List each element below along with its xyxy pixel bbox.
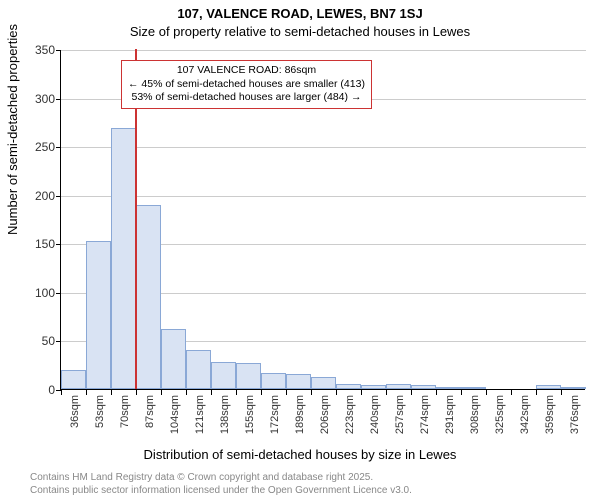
x-tick bbox=[461, 390, 462, 395]
histogram-bar bbox=[86, 241, 111, 389]
histogram-bar bbox=[111, 128, 136, 389]
chart-container: 05010015020025030035036sqm53sqm70sqm87sq… bbox=[60, 50, 585, 420]
histogram-bar bbox=[411, 385, 436, 389]
histogram-bar bbox=[536, 385, 561, 389]
y-tick-label: 300 bbox=[35, 92, 55, 106]
x-tick-label: 53sqm bbox=[94, 395, 106, 443]
x-tick-label: 274sqm bbox=[419, 395, 431, 443]
histogram-bar bbox=[236, 363, 261, 389]
y-tick-label: 150 bbox=[35, 237, 55, 251]
histogram-bar bbox=[161, 329, 186, 389]
x-tick bbox=[486, 390, 487, 395]
x-tick bbox=[436, 390, 437, 395]
copyright-line-1: Contains HM Land Registry data © Crown c… bbox=[30, 471, 412, 484]
x-tick bbox=[211, 390, 212, 395]
gridline bbox=[61, 147, 586, 148]
x-tick bbox=[186, 390, 187, 395]
x-tick-label: 308sqm bbox=[469, 395, 481, 443]
x-tick bbox=[111, 390, 112, 395]
x-tick-label: 223sqm bbox=[344, 395, 356, 443]
y-tick bbox=[56, 50, 61, 51]
annotation-line: 107 VALENCE ROAD: 86sqm bbox=[128, 64, 365, 78]
x-tick bbox=[61, 390, 62, 395]
chart-title-sub: Size of property relative to semi-detach… bbox=[0, 24, 600, 39]
x-tick-label: 359sqm bbox=[544, 395, 556, 443]
copyright-notice: Contains HM Land Registry data © Crown c… bbox=[30, 471, 412, 497]
y-tick bbox=[56, 293, 61, 294]
histogram-bar bbox=[561, 387, 586, 389]
histogram-bar bbox=[261, 373, 286, 389]
x-tick-label: 138sqm bbox=[219, 395, 231, 443]
annotation-line: 53% of semi-detached houses are larger (… bbox=[128, 91, 365, 105]
y-tick-label: 200 bbox=[35, 189, 55, 203]
histogram-bar bbox=[386, 384, 411, 389]
chart-title-main: 107, VALENCE ROAD, LEWES, BN7 1SJ bbox=[0, 6, 600, 21]
copyright-line-2: Contains public sector information licen… bbox=[30, 484, 412, 497]
x-tick bbox=[236, 390, 237, 395]
annotation-box: 107 VALENCE ROAD: 86sqm← 45% of semi-det… bbox=[121, 60, 372, 109]
x-tick-label: 189sqm bbox=[294, 395, 306, 443]
histogram-bar bbox=[436, 387, 461, 389]
x-tick bbox=[336, 390, 337, 395]
histogram-bar bbox=[336, 384, 361, 389]
x-tick-label: 257sqm bbox=[394, 395, 406, 443]
x-tick-label: 155sqm bbox=[244, 395, 256, 443]
y-tick-label: 0 bbox=[48, 383, 55, 397]
histogram-bar bbox=[186, 350, 211, 389]
x-tick bbox=[411, 390, 412, 395]
y-tick bbox=[56, 341, 61, 342]
x-tick-label: 121sqm bbox=[194, 395, 206, 443]
y-tick bbox=[56, 196, 61, 197]
x-tick bbox=[86, 390, 87, 395]
x-tick bbox=[386, 390, 387, 395]
y-tick-label: 250 bbox=[35, 140, 55, 154]
x-axis-label: Distribution of semi-detached houses by … bbox=[0, 447, 600, 462]
x-tick bbox=[511, 390, 512, 395]
x-tick bbox=[286, 390, 287, 395]
x-tick bbox=[136, 390, 137, 395]
x-tick bbox=[161, 390, 162, 395]
x-tick-label: 172sqm bbox=[269, 395, 281, 443]
y-tick bbox=[56, 99, 61, 100]
x-tick-label: 240sqm bbox=[369, 395, 381, 443]
y-tick-label: 100 bbox=[35, 286, 55, 300]
x-tick-label: 36sqm bbox=[69, 395, 81, 443]
x-tick-label: 376sqm bbox=[569, 395, 581, 443]
y-axis-label: Number of semi-detached properties bbox=[5, 24, 20, 235]
gridline bbox=[61, 50, 586, 51]
x-tick-label: 291sqm bbox=[444, 395, 456, 443]
x-tick-label: 70sqm bbox=[119, 395, 131, 443]
x-tick bbox=[261, 390, 262, 395]
x-tick-label: 342sqm bbox=[519, 395, 531, 443]
x-tick-label: 87sqm bbox=[144, 395, 156, 443]
y-tick-label: 50 bbox=[42, 334, 55, 348]
histogram-bar bbox=[286, 374, 311, 389]
x-tick bbox=[536, 390, 537, 395]
histogram-bar bbox=[311, 377, 336, 389]
histogram-bar bbox=[461, 387, 486, 389]
plot-area: 05010015020025030035036sqm53sqm70sqm87sq… bbox=[60, 50, 585, 390]
y-tick bbox=[56, 147, 61, 148]
histogram-bar bbox=[61, 370, 86, 389]
histogram-bar bbox=[361, 385, 386, 389]
histogram-bar bbox=[211, 362, 236, 389]
x-tick-label: 104sqm bbox=[169, 395, 181, 443]
annotation-line: ← 45% of semi-detached houses are smalle… bbox=[128, 78, 365, 92]
x-tick bbox=[561, 390, 562, 395]
x-tick-label: 206sqm bbox=[319, 395, 331, 443]
x-tick bbox=[361, 390, 362, 395]
x-tick bbox=[311, 390, 312, 395]
x-tick-label: 325sqm bbox=[494, 395, 506, 443]
gridline bbox=[61, 196, 586, 197]
histogram-bar bbox=[136, 205, 161, 389]
y-tick-label: 350 bbox=[35, 43, 55, 57]
y-tick bbox=[56, 244, 61, 245]
